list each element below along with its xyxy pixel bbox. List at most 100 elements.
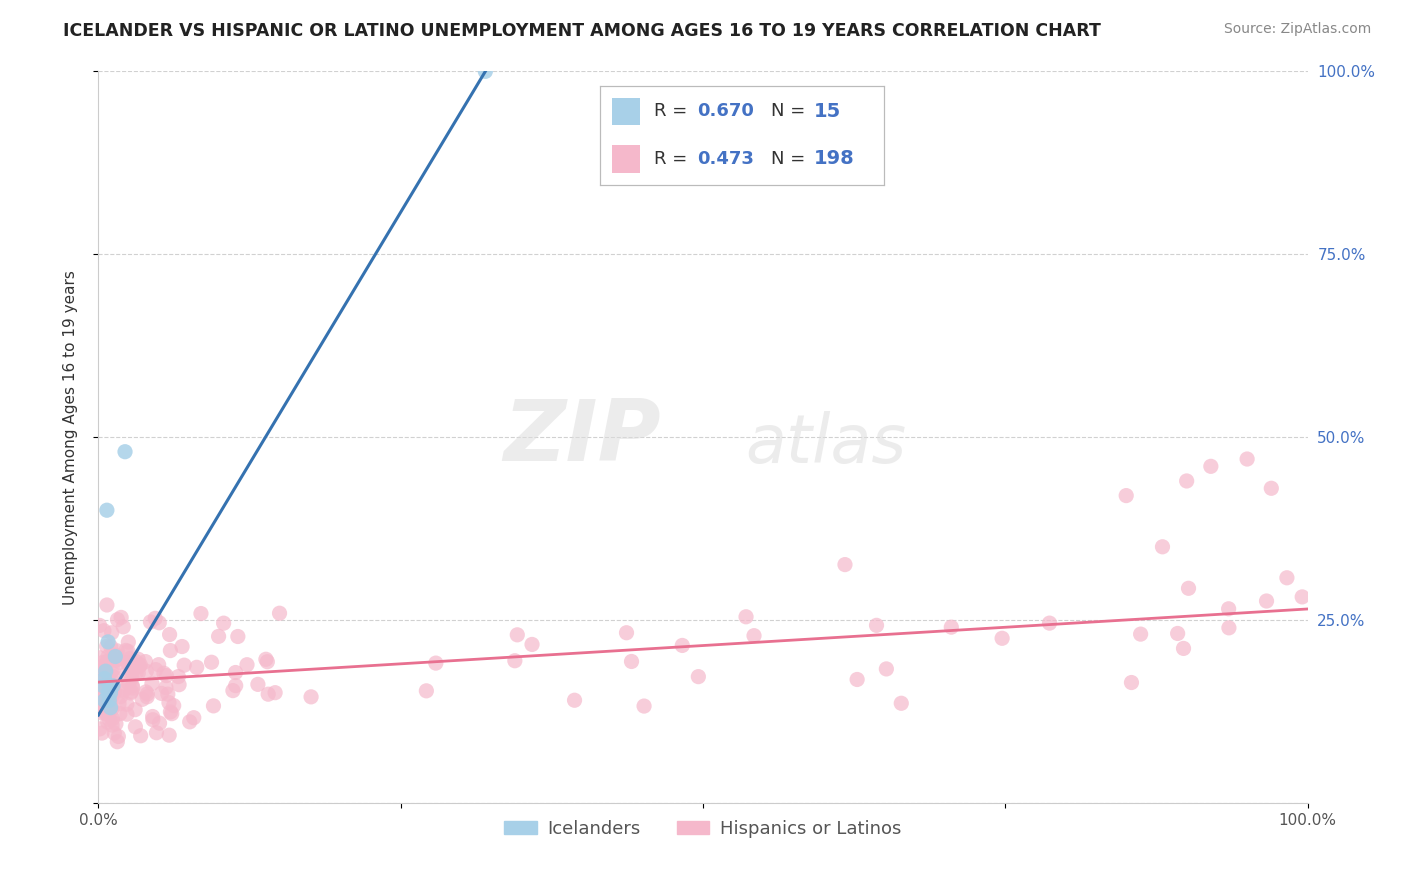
Point [118,677,141,691]
Point [100,652,122,666]
Point [101,702,124,716]
Point [1275,571,1298,585]
Point [96,691,118,706]
Point [157,728,180,742]
Point [616,625,638,640]
Point [153,666,176,681]
Point [104,649,127,664]
Point [100,665,122,679]
Point [1167,626,1189,640]
Point [1256,594,1278,608]
Point [474,64,496,78]
Point [254,652,277,666]
Point [104,653,127,667]
Point [94,696,117,710]
Y-axis label: Unemployment Among Ages 16 to 19 years: Unemployment Among Ages 16 to 19 years [63,269,77,605]
Point [98,693,121,707]
Point [94,681,117,695]
Text: ZIP: ZIP [503,395,661,479]
Point [94,692,117,706]
Point [212,616,235,631]
Point [103,684,125,698]
Point [121,671,143,685]
Point [101,712,124,726]
Point [96,680,118,694]
Point [186,660,208,674]
Point [148,657,170,672]
Point [89,722,111,736]
Point [121,684,143,698]
Point [564,693,586,707]
Point [671,639,693,653]
Point [135,665,157,679]
Point [127,652,149,666]
Point [1236,452,1258,467]
Point [91,656,114,670]
Point [107,652,129,666]
Point [735,609,758,624]
Point [941,620,963,634]
Point [90,699,112,714]
Point [97,635,120,649]
Point [93,624,115,638]
Point [98,654,121,668]
Point [100,690,122,704]
Point [91,673,114,687]
Point [101,685,124,699]
Point [101,718,124,732]
Point [89,661,111,675]
Point [415,683,437,698]
Point [1177,582,1199,596]
Point [1115,489,1137,503]
Point [101,674,124,689]
Point [225,665,247,680]
Point [89,689,111,703]
Point [633,699,655,714]
Point [105,648,128,663]
Point [96,503,118,517]
Point [117,644,139,658]
Point [89,698,111,712]
Point [143,611,166,625]
Point [142,709,165,723]
Point [112,620,135,634]
Point [131,692,153,706]
Point [1038,616,1060,631]
Point [117,656,139,670]
Point [110,690,132,704]
Point [865,618,887,632]
Point [179,714,201,729]
Point [246,677,269,691]
Point [114,444,136,458]
Point [97,695,120,709]
Point [183,711,205,725]
Point [90,726,112,740]
Point [742,629,765,643]
Text: ICELANDER VS HISPANIC OR LATINO UNEMPLOYMENT AMONG AGES 16 TO 19 YEARS CORRELATI: ICELANDER VS HISPANIC OR LATINO UNEMPLOY… [63,22,1101,40]
Point [202,698,225,713]
Text: Source: ZipAtlas.com: Source: ZipAtlas.com [1223,22,1371,37]
Point [105,735,128,749]
Point [97,715,120,730]
Point [89,666,111,681]
Point [688,670,710,684]
Point [101,669,124,683]
Point [89,665,111,680]
Point [91,679,114,693]
Point [834,558,856,572]
Point [117,635,139,649]
Point [846,673,869,687]
Point [94,706,117,721]
Point [506,628,529,642]
Point [226,630,249,644]
Point [112,684,135,698]
Point [98,679,121,693]
Point [299,690,322,704]
Point [90,679,112,693]
Point [121,681,143,695]
Point [125,655,148,669]
Point [107,730,129,744]
Point [91,699,114,714]
Point [94,672,117,686]
Point [94,683,117,698]
